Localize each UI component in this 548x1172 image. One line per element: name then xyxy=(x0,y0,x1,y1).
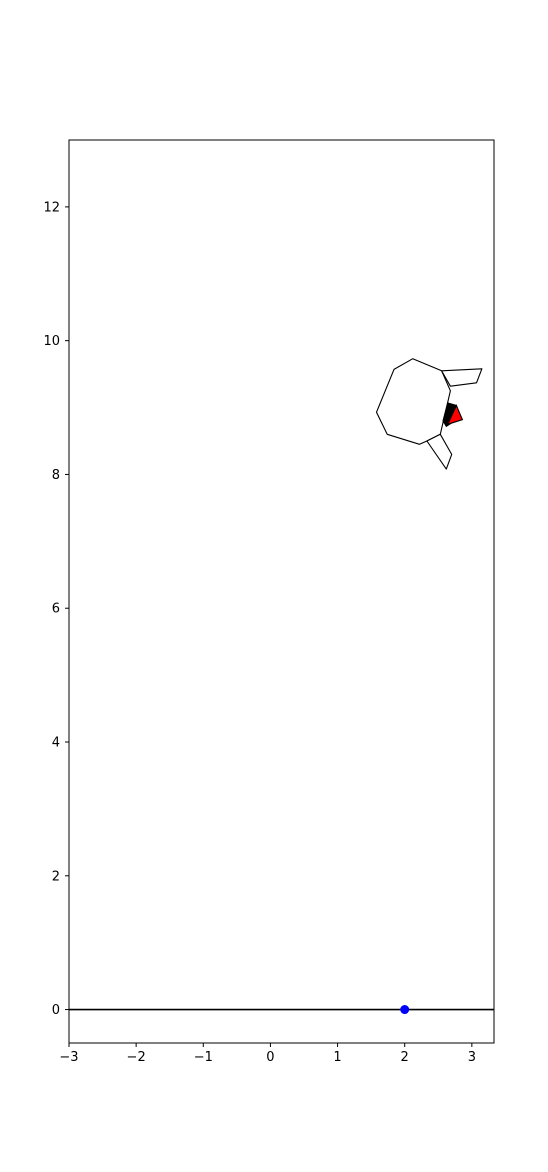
lander-body xyxy=(375,358,451,445)
y-tick-label: 10 xyxy=(43,334,60,349)
thruster-flame xyxy=(446,404,464,426)
y-tick-label: 6 xyxy=(52,602,60,617)
x-tick-label: −3 xyxy=(59,1050,78,1065)
plot-frame xyxy=(68,139,495,1044)
y-tick-label: 0 xyxy=(52,1003,60,1018)
x-tick-label: 3 xyxy=(468,1050,476,1065)
y-tick-label: 4 xyxy=(52,736,60,751)
lander-leg-2 xyxy=(426,433,453,470)
lander-leg-1 xyxy=(441,368,483,387)
x-tick-label: 2 xyxy=(401,1050,409,1065)
x-tick-label: 0 xyxy=(266,1050,274,1065)
y-tick-label: 2 xyxy=(52,869,60,884)
plot-area xyxy=(69,140,494,1043)
chart-marks xyxy=(69,358,494,1015)
x-tick-label: −1 xyxy=(194,1050,213,1065)
target-marker xyxy=(400,1005,410,1015)
x-tick-label: −2 xyxy=(127,1050,146,1065)
y-tick-label: 12 xyxy=(43,200,60,215)
x-tick-label: 1 xyxy=(333,1050,341,1065)
y-tick-label: 8 xyxy=(52,468,60,483)
